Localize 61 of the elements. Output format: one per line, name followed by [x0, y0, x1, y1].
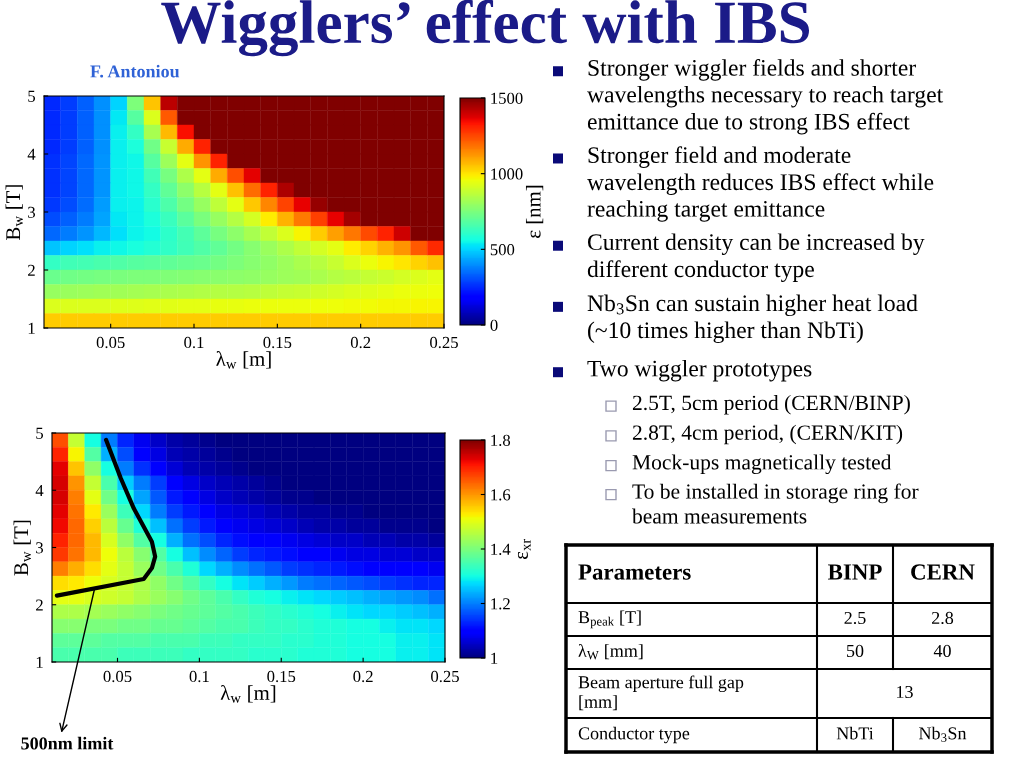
- annotation: 500nm limit: [21, 736, 114, 750]
- text: Stronger field and moderate wavelength reduces IBS effect while reaching target emittance: [587, 146, 934, 222]
- y-tick-label: 1: [28, 322, 35, 334]
- x-tick-label: 0.15: [263, 336, 292, 349]
- text: Mock-ups magnetically tested: [632, 454, 892, 475]
- text: λ$_{W}$ [mm]: [578, 644, 643, 660]
- text: Stronger wiggler fields and shorter wavelengths necessary to reach target emittance due to strong IBS effect: [587, 59, 944, 135]
- text: Current density can be increased by different conductor type: [587, 233, 925, 282]
- text: Nb$_{3}$Sn can sustain higher heat load (~10 times higher than NbTi): [587, 294, 918, 344]
- color-bar-label: 1.2: [491, 598, 510, 610]
- text: Two wiggler prototypes: [587, 359, 812, 382]
- text: 40: [933, 644, 951, 658]
- text: 50: [847, 644, 864, 658]
- color-bar-label: 1: [491, 652, 498, 664]
- y-tick-label: 2: [36, 599, 43, 611]
- text: Beam aperture full gap [mm]: [578, 675, 744, 711]
- y-tick-label: 1: [36, 656, 43, 668]
- y-axis-title: B$_{w}$ [T]: [13, 520, 31, 576]
- text: BINP: [828, 564, 882, 580]
- color-bar-label: 1500: [491, 92, 523, 104]
- x-tick-label: 0.25: [430, 336, 458, 349]
- text: Parameters: [578, 564, 691, 580]
- color-bar-title: ε [nm]: [525, 185, 544, 238]
- y-tick-label: 4: [27, 148, 36, 160]
- y-axis-title: B$_{w}$ [T]: [5, 185, 23, 240]
- text: Conductor type: [578, 726, 690, 744]
- x-tick-label: 0.05: [103, 670, 132, 683]
- text: Wigglers’ effect with IBS: [161, 0, 810, 57]
- y-tick-label: 2: [28, 264, 35, 276]
- y-tick-label: 5: [28, 90, 36, 102]
- x-tick-label: 0.2: [353, 670, 373, 683]
- x-tick-label: 0.1: [184, 336, 204, 349]
- color-bar-label: 0: [490, 319, 498, 331]
- text: Nb$_{3}$Sn: [919, 726, 967, 742]
- x-tick-label: 0.25: [431, 670, 459, 683]
- x-axis-title: λ$_{w}$ [m]: [220, 685, 276, 703]
- color-bar-label: 1000: [491, 168, 523, 180]
- text: CERN: [911, 564, 975, 580]
- x-tick-label: 0.05: [96, 336, 125, 349]
- text: 2.5: [844, 611, 866, 625]
- color-bar-label: 1.6: [491, 489, 511, 501]
- x-axis-title: λ$_{w}$ [m]: [216, 351, 271, 369]
- text: 2.5T, 5cm period (CERN/BINP): [632, 394, 910, 415]
- x-tick-label: 0.15: [267, 670, 296, 683]
- color-bar-title: ε$_{xr}$: [517, 538, 531, 560]
- y-tick-label: 5: [36, 427, 44, 439]
- color-bar-label: 1.8: [491, 434, 511, 447]
- text: 2.8T, 4cm period, (CERN/KIT): [632, 424, 903, 445]
- y-tick-label: 3: [28, 206, 36, 218]
- text: 2.8: [932, 611, 954, 625]
- y-tick-label: 4: [35, 485, 44, 497]
- color-bar-label: 500: [490, 244, 515, 256]
- text: To be installed in storage ring for beam measurements: [632, 483, 919, 524]
- x-tick-label: 0.2: [350, 336, 371, 349]
- text: F. Antoniou: [90, 64, 180, 78]
- text: NbTi: [836, 726, 874, 740]
- color-bar-label: 1.4: [491, 543, 511, 556]
- x-tick-label: 0.1: [189, 670, 209, 683]
- text: B$_{peak}$ [T]: [578, 610, 641, 629]
- y-tick-label: 3: [36, 542, 44, 554]
- text: 13: [897, 685, 913, 699]
